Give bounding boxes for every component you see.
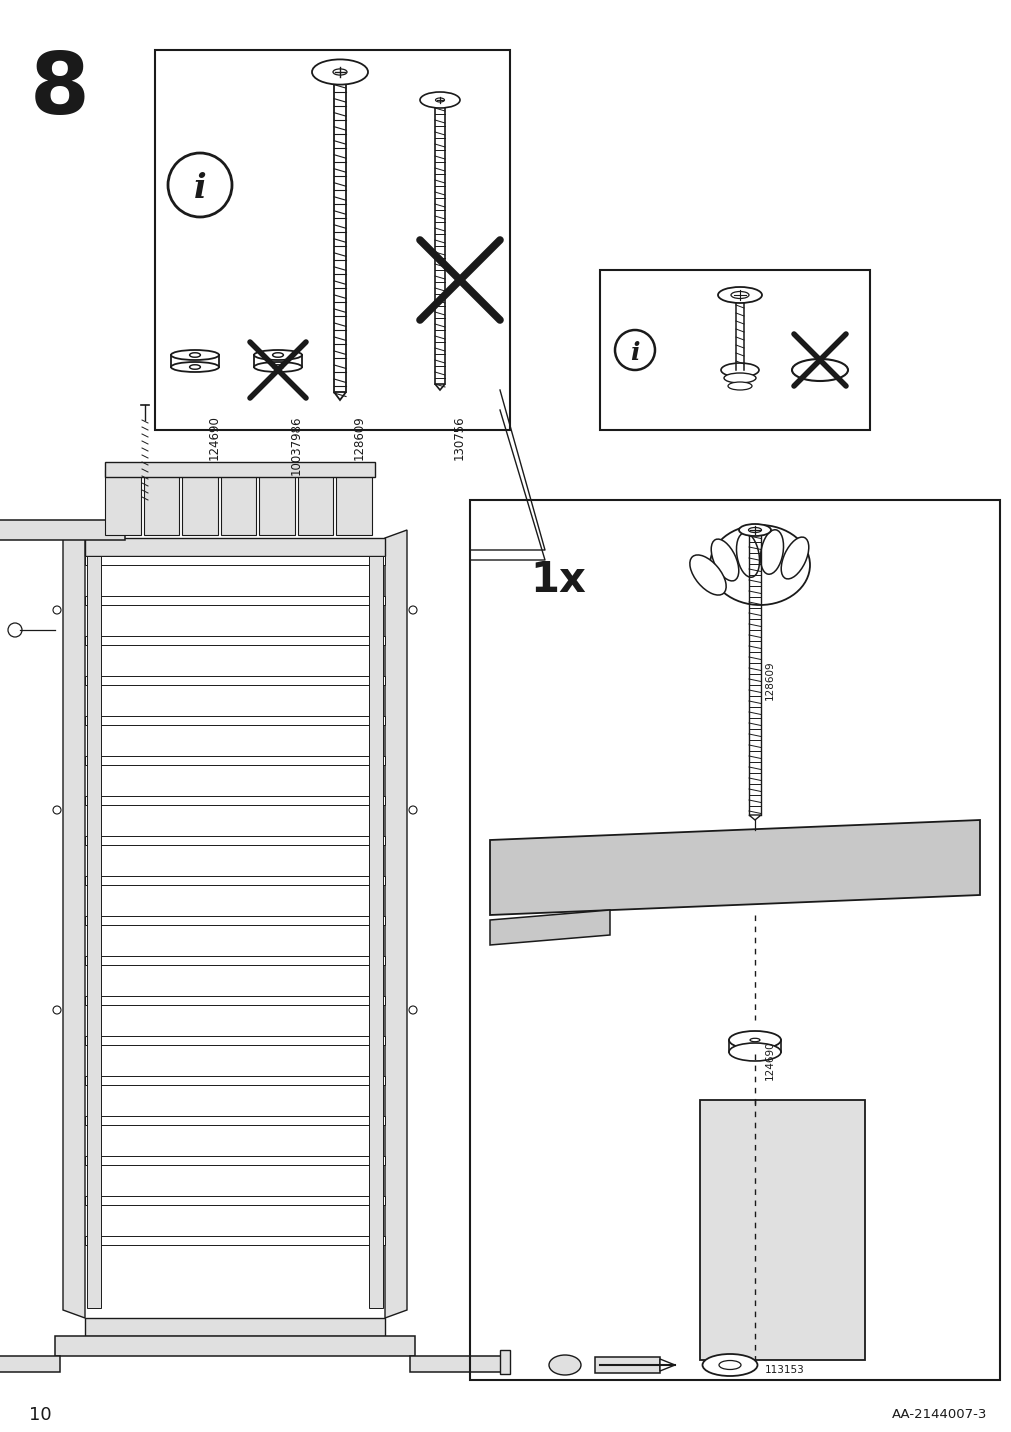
Ellipse shape — [254, 349, 301, 359]
Ellipse shape — [171, 362, 218, 372]
Bar — [409, 1356, 504, 1372]
Polygon shape — [105, 470, 141, 536]
Text: 130756: 130756 — [453, 415, 465, 460]
Polygon shape — [594, 1358, 659, 1373]
Ellipse shape — [738, 524, 770, 536]
Ellipse shape — [728, 1042, 780, 1061]
Bar — [85, 1317, 384, 1336]
Ellipse shape — [736, 533, 759, 577]
Bar — [85, 636, 384, 644]
Text: 8: 8 — [30, 49, 90, 132]
Circle shape — [53, 1007, 61, 1014]
Ellipse shape — [728, 1031, 780, 1050]
Polygon shape — [297, 470, 333, 536]
Bar — [600, 271, 869, 430]
Bar — [85, 796, 384, 805]
Ellipse shape — [548, 1355, 580, 1375]
Ellipse shape — [723, 372, 755, 382]
Polygon shape — [489, 821, 979, 915]
Text: i: i — [193, 172, 206, 205]
Bar — [85, 876, 384, 885]
Bar — [85, 836, 384, 845]
Ellipse shape — [717, 286, 761, 304]
Polygon shape — [489, 909, 610, 945]
Bar — [87, 556, 101, 1307]
Polygon shape — [259, 470, 294, 536]
Text: 10: 10 — [28, 1406, 52, 1423]
Bar — [85, 556, 384, 566]
Ellipse shape — [780, 537, 808, 579]
Text: 1x: 1x — [530, 558, 585, 601]
Bar — [85, 1035, 384, 1045]
Polygon shape — [659, 1359, 674, 1370]
Circle shape — [408, 606, 417, 614]
Circle shape — [408, 1007, 417, 1014]
Polygon shape — [384, 530, 406, 1317]
Text: i: i — [630, 341, 639, 365]
Ellipse shape — [254, 362, 301, 372]
Ellipse shape — [759, 530, 783, 574]
Polygon shape — [334, 392, 346, 400]
Bar — [55, 1336, 415, 1356]
Polygon shape — [220, 470, 256, 536]
Circle shape — [53, 806, 61, 813]
Polygon shape — [336, 470, 372, 536]
Text: 124690: 124690 — [764, 1040, 774, 1080]
Ellipse shape — [171, 349, 218, 359]
Bar — [85, 596, 384, 604]
Polygon shape — [182, 470, 217, 536]
Polygon shape — [435, 384, 445, 390]
Bar — [85, 1116, 384, 1126]
Ellipse shape — [690, 556, 726, 596]
Ellipse shape — [420, 92, 460, 107]
Polygon shape — [748, 815, 760, 821]
Text: 128609: 128609 — [764, 660, 774, 700]
Bar — [0, 1356, 60, 1372]
Bar — [499, 1350, 510, 1373]
Circle shape — [8, 623, 22, 637]
Polygon shape — [144, 470, 179, 536]
Bar — [85, 1075, 384, 1085]
Bar — [85, 756, 384, 765]
Bar — [155, 50, 510, 430]
Bar — [85, 1236, 384, 1244]
Bar — [369, 556, 382, 1307]
Bar — [85, 1196, 384, 1204]
Ellipse shape — [720, 362, 758, 377]
Ellipse shape — [311, 59, 368, 84]
Bar — [85, 916, 384, 925]
Ellipse shape — [727, 382, 751, 390]
Text: 10037986: 10037986 — [290, 415, 302, 474]
Text: 124690: 124690 — [208, 415, 220, 460]
Bar — [85, 1156, 384, 1166]
Text: 113153: 113153 — [764, 1365, 804, 1375]
Text: 128609: 128609 — [353, 415, 366, 460]
Bar — [85, 716, 384, 725]
Bar — [85, 997, 384, 1005]
Bar — [700, 1100, 864, 1360]
Bar — [85, 676, 384, 684]
Ellipse shape — [710, 526, 809, 604]
Text: AA-2144007-3: AA-2144007-3 — [892, 1409, 987, 1422]
Bar — [469, 500, 999, 1380]
Bar — [85, 957, 384, 965]
Polygon shape — [63, 530, 85, 1317]
Bar — [85, 538, 384, 556]
Circle shape — [53, 606, 61, 614]
Ellipse shape — [702, 1355, 757, 1376]
Bar — [0, 520, 125, 540]
Circle shape — [408, 806, 417, 813]
Ellipse shape — [711, 538, 738, 581]
Bar — [105, 463, 375, 477]
